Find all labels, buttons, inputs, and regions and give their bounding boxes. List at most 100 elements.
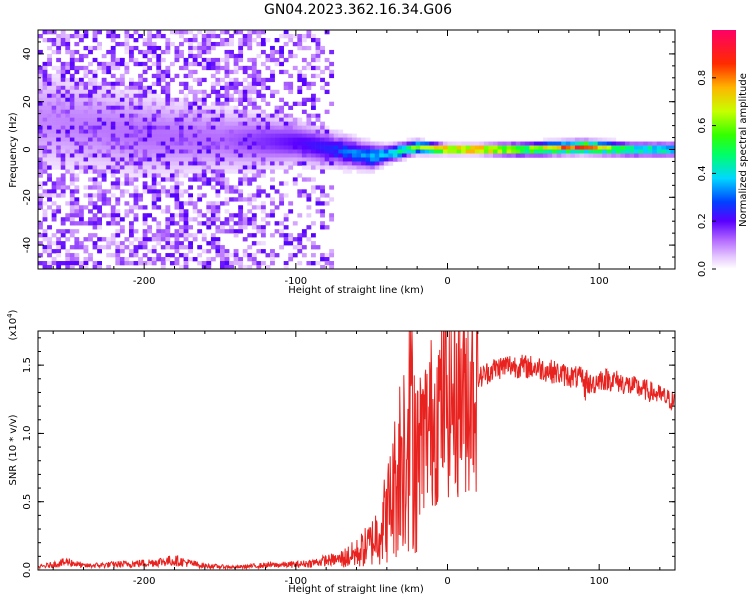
heatmap-cell — [192, 237, 198, 242]
heatmap-cell — [433, 153, 439, 158]
heatmap-cell — [124, 45, 130, 51]
heatmap-cell — [179, 137, 184, 142]
heatmap-cell — [442, 145, 448, 150]
heatmap-cell — [274, 113, 280, 118]
heatmap-cell — [338, 133, 344, 138]
heatmap-cell — [242, 253, 248, 258]
heatmap-cell — [147, 101, 153, 106]
heatmap-cell — [47, 129, 52, 134]
heatmap-cell — [188, 53, 193, 59]
heatmap-cell — [370, 145, 375, 150]
heatmap-cell — [242, 69, 248, 75]
heatmap-cell — [260, 201, 266, 206]
heatmap-cell — [51, 257, 57, 262]
heatmap-cell — [133, 169, 139, 174]
heatmap-cell — [165, 89, 171, 95]
heatmap-cell — [115, 113, 121, 118]
heatmap-cell — [115, 85, 121, 91]
heatmap-cell — [119, 193, 125, 198]
heatmap-cell — [192, 53, 198, 59]
heatmap-cell — [156, 189, 162, 194]
heatmap-cell — [524, 149, 530, 154]
heatmap-cell — [347, 149, 353, 154]
heatmap-cell — [110, 93, 116, 99]
heatmap-cell — [465, 153, 471, 158]
heatmap-cell — [147, 157, 153, 162]
heatmap-cell — [242, 65, 248, 71]
heatmap-cell — [56, 117, 62, 122]
heatmap-cell — [597, 141, 603, 146]
heatmap-cell — [47, 161, 52, 166]
heatmap-cell — [179, 193, 184, 198]
heatmap-cell — [142, 133, 148, 138]
heatmap-cell — [51, 233, 57, 238]
heatmap-cell — [197, 117, 203, 122]
heatmap-cell — [179, 213, 184, 218]
heatmap-cell — [129, 149, 134, 154]
heatmap-cell — [552, 153, 557, 158]
heatmap-cell — [347, 145, 353, 150]
heatmap-cell — [147, 97, 153, 102]
heatmap-cell — [256, 165, 262, 170]
heatmap-cell — [174, 113, 180, 118]
heatmap-cell — [220, 229, 225, 234]
heatmap-cell — [456, 149, 462, 154]
heatmap-cell — [110, 157, 116, 162]
heatmap-cell — [292, 181, 298, 186]
heatmap-cell — [265, 129, 271, 134]
heatmap-cell — [210, 149, 216, 154]
heatmap-cell — [129, 117, 134, 122]
heatmap-cell — [242, 77, 248, 83]
heatmap-cell — [210, 145, 216, 150]
heatmap-cell — [51, 261, 57, 266]
heatmap-cell — [233, 189, 239, 194]
heatmap-cell — [197, 165, 203, 170]
heatmap-cell — [452, 149, 457, 154]
heatmap-cell — [47, 189, 52, 194]
heatmap-cell — [224, 109, 230, 114]
heatmap-cell — [74, 165, 80, 170]
heatmap-cell — [74, 117, 80, 122]
heatmap-cell — [142, 85, 148, 91]
heatmap-cell — [51, 217, 57, 222]
heatmap-cell — [529, 141, 535, 146]
heatmap-cell — [97, 249, 102, 254]
heatmap-cell — [297, 125, 303, 130]
heatmap-cell — [74, 149, 80, 154]
heatmap-cell — [465, 149, 471, 154]
heatmap-cell — [233, 233, 239, 238]
heatmap-cell — [206, 221, 212, 226]
heatmap-cell — [83, 53, 89, 59]
heatmap-cell — [133, 97, 139, 102]
heatmap-cell — [188, 145, 193, 150]
heatmap-cell — [210, 213, 216, 218]
heatmap-cell — [611, 141, 617, 146]
heatmap-cell — [224, 137, 230, 142]
heatmap-cell — [538, 149, 544, 154]
heatmap-cell — [88, 61, 93, 67]
heatmap-cell — [188, 89, 193, 95]
heatmap-cell — [229, 49, 234, 55]
heatmap-cell — [197, 53, 203, 59]
heatmap-cell — [133, 121, 139, 126]
heatmap-cell — [115, 117, 121, 122]
heatmap-cell — [156, 105, 162, 110]
heatmap-cell — [197, 229, 203, 234]
heatmap-cell — [42, 165, 48, 170]
heatmap-cell — [379, 157, 385, 162]
heatmap-cell — [297, 121, 303, 126]
heatmap-cell — [224, 65, 230, 71]
heatmap-cell — [251, 77, 257, 83]
heatmap-cell — [297, 69, 303, 75]
heatmap-cell — [47, 61, 52, 67]
heatmap-cell — [83, 97, 89, 102]
heatmap-cell — [260, 85, 266, 91]
heatmap-cell — [570, 153, 576, 158]
heatmap-cell — [156, 73, 162, 79]
heatmap-cell — [119, 181, 125, 186]
heatmap-cell — [69, 33, 75, 39]
heatmap-cell — [247, 233, 253, 238]
heatmap-cell — [69, 149, 75, 154]
heatmap-cell — [69, 121, 75, 126]
heatmap-cell — [115, 33, 121, 39]
